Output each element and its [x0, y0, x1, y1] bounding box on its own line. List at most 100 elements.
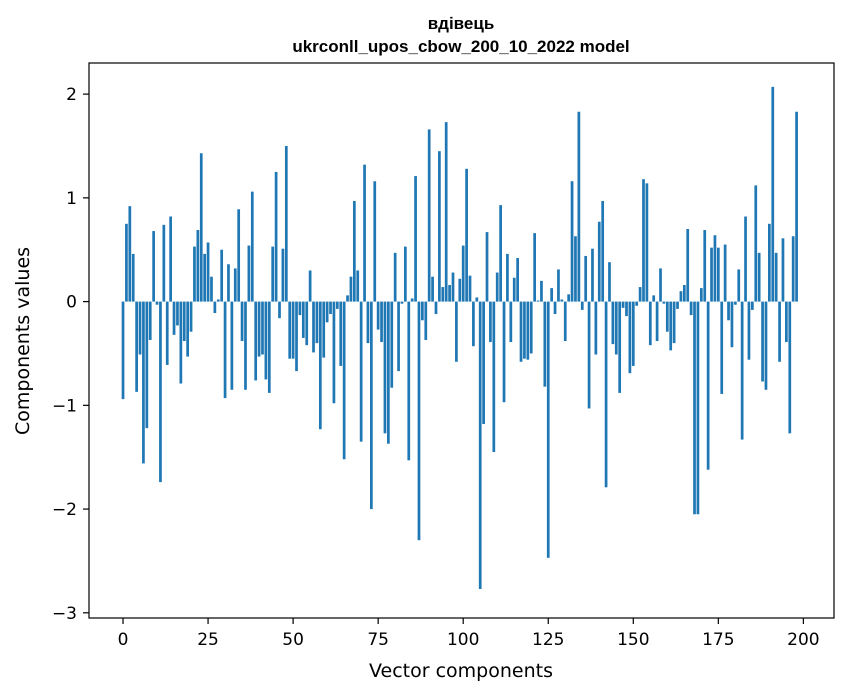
bar: [509, 301, 513, 343]
bar: [281, 248, 285, 302]
bar: [638, 287, 642, 302]
bar: [434, 301, 438, 315]
bar: [441, 287, 445, 302]
bar: [706, 301, 710, 470]
bar: [199, 153, 203, 302]
bar: [240, 301, 244, 342]
bar: [771, 86, 775, 302]
bar: [747, 301, 751, 360]
chart-subtitle: ukrconll_upos_cbow_200_10_2022 model: [292, 37, 629, 56]
bar: [352, 200, 356, 302]
bar: [189, 301, 193, 332]
bar: [788, 301, 792, 434]
x-axis-ticks: 0 25 50 75 100 125 150 175 200: [118, 618, 820, 650]
bar: [489, 301, 492, 343]
bar: [621, 301, 625, 308]
bar: [791, 236, 795, 302]
bar: [312, 301, 315, 353]
bar: [148, 301, 152, 340]
bar: [284, 145, 288, 302]
chart-title: вдівець: [428, 14, 495, 33]
bar: [696, 301, 700, 515]
bar: [659, 268, 662, 302]
bar: [121, 301, 125, 400]
bar: [570, 181, 574, 302]
bar: [720, 301, 724, 394]
bar: [768, 223, 771, 302]
bar: [591, 248, 594, 302]
bar: [288, 301, 292, 359]
bar: [730, 301, 734, 348]
bar: [407, 301, 411, 461]
bar: [733, 301, 737, 305]
bar: [519, 301, 523, 362]
bar: [611, 301, 615, 345]
bar: [529, 301, 533, 354]
bar: [761, 301, 764, 382]
y-axis-ticks: −3 −2 −1 0 1 2: [52, 85, 89, 624]
x-tick-label: 25: [197, 630, 219, 650]
bar: [631, 301, 635, 366]
bar: [128, 206, 132, 302]
bar: [533, 233, 536, 302]
bar: [468, 275, 472, 302]
bar: [785, 301, 788, 343]
bar: [223, 301, 227, 399]
x-tick-label: 150: [617, 630, 649, 650]
y-tick-label: −1: [52, 396, 77, 416]
bar: [427, 129, 431, 302]
bar: [206, 242, 210, 302]
bar: [250, 191, 254, 302]
bar: [499, 205, 502, 302]
bar: [795, 111, 798, 302]
bar: [526, 301, 530, 360]
bar: [196, 230, 200, 302]
bar: [363, 164, 366, 302]
bar: [676, 301, 679, 309]
bar: [308, 270, 312, 302]
bar: [703, 230, 707, 302]
bar: [410, 298, 414, 302]
bar: [584, 255, 588, 302]
bar: [397, 301, 400, 372]
bar: [152, 231, 155, 302]
bar: [315, 301, 319, 344]
bar: [186, 301, 190, 357]
bar: [448, 285, 451, 302]
bar: [165, 301, 169, 365]
bar: [764, 301, 768, 390]
bar: [716, 247, 720, 302]
bar: [257, 301, 261, 357]
bar: [376, 301, 380, 330]
bar: [523, 301, 526, 359]
bar: [737, 269, 741, 302]
bar: [369, 301, 373, 510]
bar: [346, 295, 349, 302]
bar: [203, 253, 207, 302]
bar: [543, 301, 547, 387]
bar: [478, 301, 482, 589]
bar: [135, 301, 138, 392]
bar: [233, 268, 237, 302]
bar: [210, 276, 213, 302]
bar: [536, 300, 540, 302]
bar: [635, 301, 639, 306]
bar: [179, 301, 183, 384]
bar: [305, 301, 309, 346]
bar: [492, 301, 496, 453]
x-tick-label: 175: [702, 630, 734, 650]
bar: [380, 301, 383, 343]
bar: [438, 151, 441, 302]
bar: [563, 301, 567, 342]
bar: [458, 278, 462, 302]
bar: [414, 176, 417, 302]
bar: [182, 301, 186, 342]
bar: [216, 299, 220, 302]
bar: [461, 245, 465, 302]
bar: [264, 301, 268, 380]
bar: [713, 235, 717, 302]
bar: [601, 200, 605, 302]
bar: [172, 301, 176, 335]
bar: [778, 301, 781, 362]
